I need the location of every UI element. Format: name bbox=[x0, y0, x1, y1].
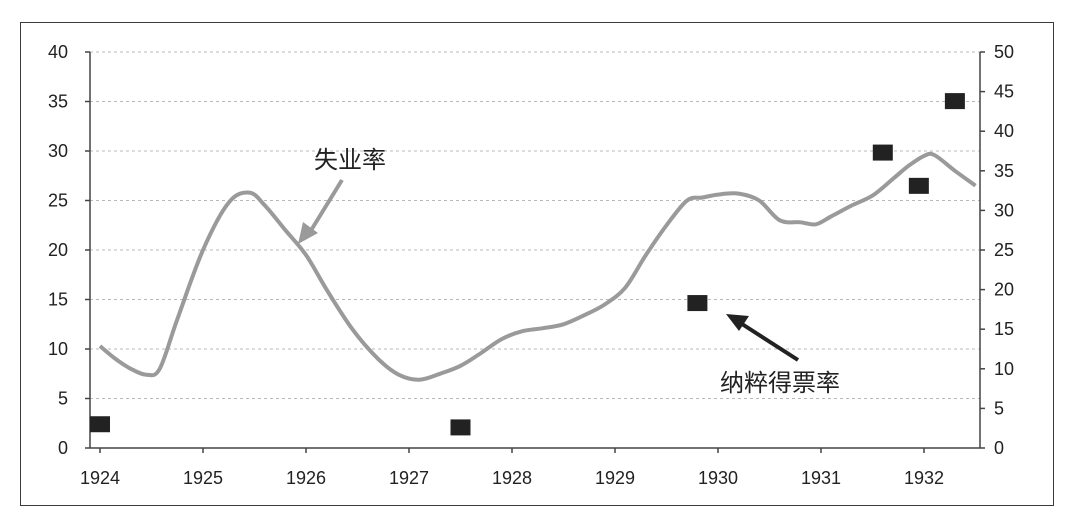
data-point-nazi-vote bbox=[450, 419, 471, 436]
right-y-tick-label: 15 bbox=[994, 319, 1014, 339]
annotation-nazi-vote-label: 纳粹得票率 bbox=[720, 369, 840, 397]
data-point-nazi-vote bbox=[872, 144, 893, 161]
x-tick-label: 1927 bbox=[389, 468, 429, 488]
series-points bbox=[90, 93, 965, 436]
x-tick-label: 1931 bbox=[801, 468, 841, 488]
right-y-tick-label: 30 bbox=[994, 200, 1014, 220]
chart-frame bbox=[20, 22, 1054, 506]
right-y-tick-label: 20 bbox=[994, 280, 1014, 300]
annotation-nazi-vote-arrow bbox=[740, 322, 800, 362]
right-y-tick-label: 0 bbox=[994, 438, 1004, 458]
left-y-tick-label: 25 bbox=[48, 191, 68, 211]
data-point-nazi-vote bbox=[944, 93, 965, 110]
left-y-tick-label: 20 bbox=[48, 240, 68, 260]
right-y-tick-label: 45 bbox=[994, 82, 1014, 102]
series-lines bbox=[98, 151, 977, 382]
x-tick-label: 1929 bbox=[595, 468, 635, 488]
x-tick-label: 1930 bbox=[698, 468, 738, 488]
annotation-unemployment-arrow bbox=[308, 178, 344, 234]
gridlines bbox=[90, 51, 980, 399]
data-point-nazi-vote bbox=[90, 416, 110, 433]
left-y-tick-label: 40 bbox=[48, 42, 68, 62]
data-point-nazi-vote bbox=[908, 177, 929, 194]
right-y-tick-label: 10 bbox=[994, 359, 1014, 379]
annotations: 失业率 纳粹得票率 bbox=[298, 146, 840, 397]
left-y-axis: 0 5 10 15 20 25 30 35 40 bbox=[48, 42, 90, 458]
right-y-tick-label: 5 bbox=[994, 398, 1004, 418]
right-y-tick-label: 35 bbox=[994, 161, 1014, 181]
annotation-nazi-vote-arrowhead bbox=[726, 314, 749, 331]
right-y-axis: 0 5 10 15 20 25 30 35 40 45 50 bbox=[980, 42, 1014, 458]
left-y-tick-label: 30 bbox=[48, 141, 68, 161]
right-y-tick-label: 40 bbox=[994, 121, 1014, 141]
right-y-tick-label: 50 bbox=[994, 42, 1014, 62]
x-axis: 1924 1925 1926 1927 1928 1929 1930 1931 1932 bbox=[80, 448, 944, 488]
annotation-unemployment-arrowhead bbox=[298, 222, 318, 244]
x-tick-label: 1932 bbox=[904, 468, 944, 488]
left-y-tick-label: 10 bbox=[48, 339, 68, 359]
data-point-nazi-vote bbox=[687, 295, 708, 312]
series-line-unemployment bbox=[98, 151, 977, 382]
left-y-tick-label: 0 bbox=[58, 438, 68, 458]
left-y-tick-label: 15 bbox=[48, 290, 68, 310]
x-tick-label: 1926 bbox=[286, 468, 326, 488]
x-tick-label: 1928 bbox=[492, 468, 532, 488]
left-y-tick-label: 35 bbox=[48, 92, 68, 112]
x-tick-label: 1925 bbox=[183, 468, 223, 488]
annotation-unemployment-label: 失业率 bbox=[314, 146, 386, 174]
left-y-tick-label: 5 bbox=[58, 389, 68, 409]
right-y-tick-label: 25 bbox=[994, 240, 1014, 260]
x-tick-label: 1924 bbox=[80, 468, 120, 488]
